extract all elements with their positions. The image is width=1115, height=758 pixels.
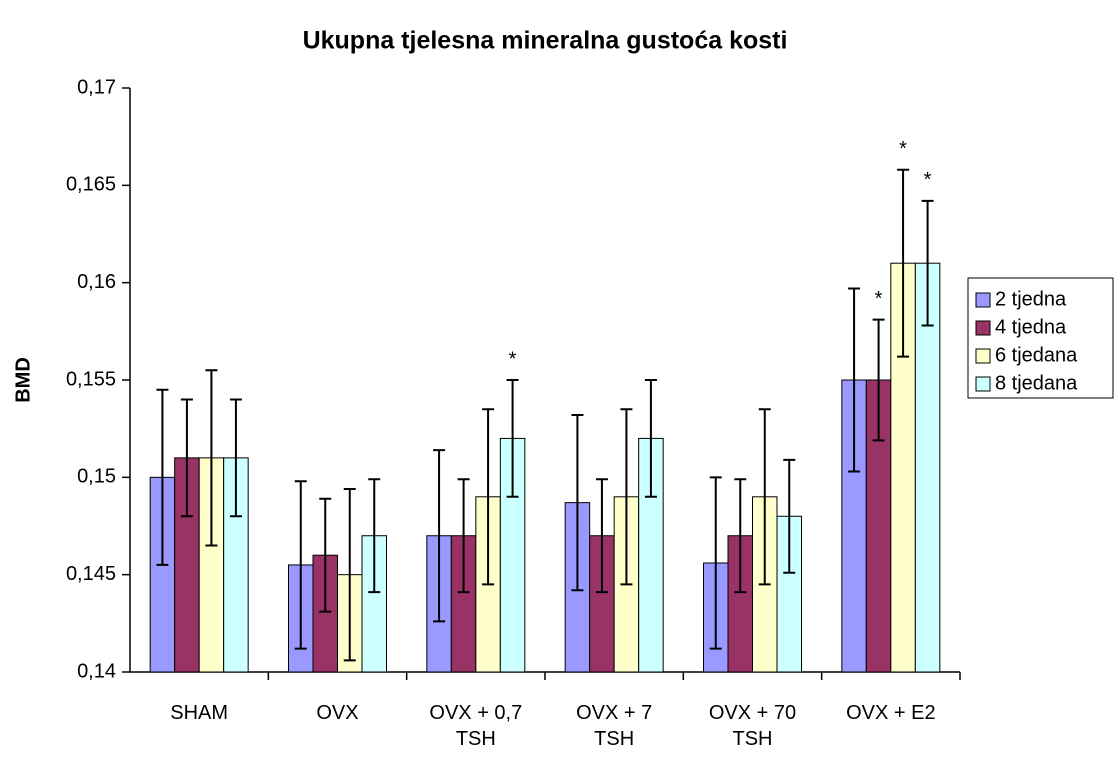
significance-mark: * (509, 348, 517, 370)
error-bar (506, 379, 519, 498)
legend-box (967, 277, 1114, 399)
error-bar (620, 408, 633, 586)
y-tick-label: 0,16 (77, 271, 116, 293)
y-tick-label: 0,145 (66, 563, 116, 585)
y-tick-label: 0,165 (66, 174, 116, 196)
error-bar (343, 488, 356, 662)
error-bar (644, 379, 657, 498)
legend-label: 6 tjedana (995, 344, 1078, 366)
error-bar (205, 369, 218, 547)
error-bar (457, 478, 470, 594)
error-bar (294, 480, 307, 650)
error-bar (180, 398, 193, 518)
error-bar (482, 408, 495, 586)
legend-label: 4 tjedna (995, 316, 1067, 338)
error-bar (758, 408, 771, 586)
error-bar (229, 398, 242, 518)
bar (638, 437, 664, 673)
error-bar (921, 199, 934, 327)
x-tick-label: OVX + 0,7 TSH (429, 702, 523, 750)
error-bar (571, 414, 584, 592)
x-tick-label: OVX + E2 (846, 702, 936, 724)
error-bar (709, 476, 722, 650)
y-tick-label: 0,155 (66, 368, 116, 390)
x-tick-label: SHAM (170, 702, 229, 724)
y-tick-label: 0,17 (77, 76, 116, 98)
bar (914, 262, 941, 673)
legend-swatch (975, 320, 991, 336)
chart-title: Ukupna tjelesna mineralna gustoća kosti (303, 27, 788, 55)
error-bar (319, 497, 332, 613)
significance-mark: * (899, 138, 907, 160)
error-bar (734, 478, 747, 594)
y-axis-label: BMD (12, 357, 34, 403)
error-bar (872, 318, 885, 442)
error-bar (368, 478, 381, 594)
bar (223, 457, 249, 673)
error-bar (433, 449, 446, 623)
legend-swatch (975, 376, 991, 392)
x-tick-label: OVX + 70 TSH (708, 702, 797, 750)
error-bar (783, 458, 796, 574)
y-tick-label: 0,15 (77, 466, 116, 488)
legend-swatch (975, 292, 991, 308)
legend-label: 8 tjedana (995, 372, 1078, 394)
error-bar (897, 168, 910, 358)
significance-mark: * (924, 169, 932, 191)
legend-swatch (975, 348, 991, 364)
error-bar (156, 388, 169, 566)
y-tick-label: 0,14 (77, 660, 116, 682)
x-tick-label: OVX + 7 TSH (576, 702, 653, 750)
error-bar (848, 287, 861, 473)
significance-mark: * (875, 288, 883, 310)
error-bar (595, 478, 608, 594)
legend-label: 2 tjedna (995, 288, 1067, 310)
x-tick-label: OVX (316, 702, 359, 724)
